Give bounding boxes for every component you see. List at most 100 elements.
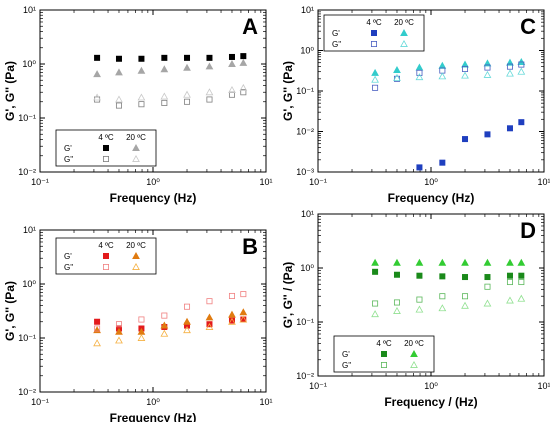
- legend-marker: [370, 41, 377, 48]
- y-tick-label: 10¹: [301, 209, 314, 219]
- data-point: [160, 329, 169, 337]
- chart-panel-c: 10⁻¹ 10⁰ 10¹ 10⁻³ 10⁻² 10⁻¹ 10⁰ 10¹ Frequency (H…: [281, 5, 550, 205]
- legend-marker: [380, 350, 387, 357]
- data-series: [94, 53, 247, 62]
- y-tick-label: 10⁻²: [18, 167, 36, 177]
- data-point: [240, 53, 247, 60]
- data-point: [506, 258, 514, 266]
- data-point: [115, 321, 122, 328]
- panel-letter: A: [242, 14, 258, 39]
- legend-marker: [103, 144, 110, 151]
- data-point: [483, 258, 492, 266]
- data-point: [115, 55, 122, 62]
- y-tick-label: 10⁻¹: [18, 113, 36, 123]
- data-point: [517, 294, 526, 302]
- y-tick-label: 10⁰: [22, 59, 36, 69]
- data-point: [506, 63, 513, 70]
- legend-marker: [400, 39, 408, 47]
- data-point: [393, 306, 401, 314]
- data-series: [371, 294, 526, 318]
- x-tick-label: 10⁰: [424, 381, 438, 391]
- data-point: [517, 258, 526, 266]
- data-point: [506, 125, 513, 132]
- legend-row-label: G': [332, 29, 340, 38]
- legend-marker: [103, 252, 110, 259]
- data-point: [438, 72, 447, 80]
- data-point: [160, 92, 169, 100]
- data-point: [205, 88, 214, 96]
- data-point: [462, 293, 469, 300]
- data-point: [228, 310, 236, 318]
- y-axis-label: G', G'' (Pa): [3, 281, 17, 341]
- data-point: [372, 268, 379, 275]
- data-series: [372, 61, 525, 91]
- data-point: [205, 322, 214, 330]
- data-point: [461, 258, 469, 266]
- data-point: [484, 131, 491, 138]
- data-point: [228, 292, 235, 299]
- data-point: [461, 71, 469, 79]
- data-point: [93, 93, 101, 101]
- data-point: [393, 271, 400, 278]
- y-tick-label: 10⁻³: [296, 167, 314, 177]
- data-point: [506, 69, 514, 77]
- y-tick-label: 10⁻²: [296, 371, 314, 381]
- data-point: [416, 272, 423, 279]
- y-axis-label: G', G'' (Pa): [3, 61, 17, 121]
- legend: 4 ºC 20 ºC G' G'': [55, 237, 157, 275]
- data-point: [439, 159, 446, 166]
- legend-header-4c: 4 ºC: [98, 241, 114, 250]
- data-point: [372, 300, 379, 307]
- y-tick-label: 10⁻¹: [296, 317, 314, 327]
- x-axis-label: Frequency / (Hz): [384, 395, 477, 409]
- data-point: [228, 317, 236, 325]
- data-point: [183, 63, 191, 71]
- data-series: [93, 58, 248, 78]
- data-point: [93, 70, 101, 78]
- x-tick-label: 10⁰: [146, 177, 160, 187]
- y-tick-label: 10⁰: [22, 279, 36, 289]
- data-point: [161, 312, 168, 319]
- legend-header-4c: 4 ºC: [376, 339, 392, 348]
- x-tick-label: 10⁻¹: [31, 397, 49, 407]
- x-tick-label: 10⁻¹: [309, 177, 327, 187]
- legend: 4 ºC 20 ºC G' G'': [333, 335, 435, 373]
- data-point: [371, 68, 379, 76]
- data-point: [518, 279, 525, 286]
- legend-marker: [410, 349, 418, 357]
- data-point: [184, 54, 191, 61]
- panel-letter: B: [242, 234, 258, 259]
- data-point: [138, 101, 145, 108]
- data-point: [240, 89, 247, 96]
- data-point: [115, 102, 122, 109]
- legend-header-20c: 20 ºC: [126, 241, 146, 250]
- data-point: [416, 164, 423, 171]
- data-point: [415, 305, 424, 313]
- panel-letter: D: [520, 218, 536, 243]
- data-point: [462, 65, 469, 72]
- data-point: [205, 313, 214, 321]
- data-point: [137, 66, 146, 74]
- legend: 4 ºC 20 ºC G' G'': [55, 129, 157, 167]
- legend-marker: [410, 360, 418, 368]
- data-point: [239, 308, 248, 316]
- y-tick-label: 10⁻¹: [18, 333, 36, 343]
- legend-marker: [103, 155, 110, 162]
- x-axis-label: Frequency (Hz): [110, 411, 197, 422]
- data-point: [416, 296, 423, 303]
- panel-letter: C: [520, 14, 536, 39]
- data-point: [115, 336, 123, 344]
- data-series: [372, 279, 525, 307]
- legend-header-20c: 20 ºC: [126, 133, 146, 142]
- legend: 4 ºC 20 ºC G' G'': [323, 14, 425, 52]
- legend-header-20c: 20 ºC: [394, 18, 414, 27]
- data-point: [518, 119, 525, 126]
- data-point: [115, 327, 123, 335]
- data-point: [438, 304, 447, 312]
- legend-marker: [132, 251, 140, 259]
- data-series: [371, 67, 526, 83]
